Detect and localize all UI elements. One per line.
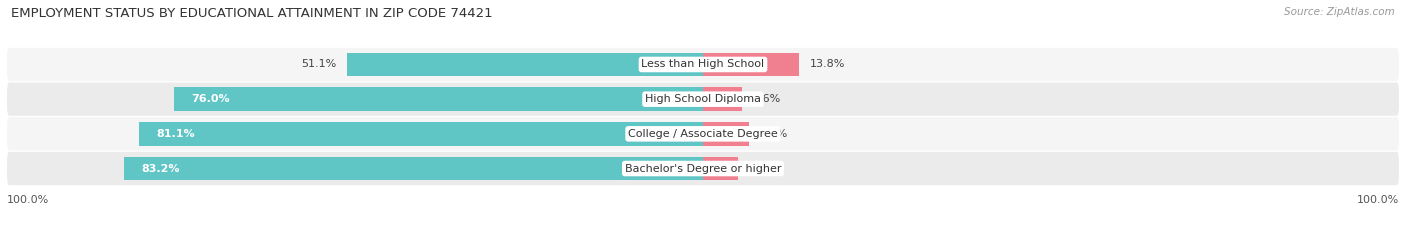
- Bar: [139, 122, 703, 146]
- Text: High School Diploma: High School Diploma: [645, 94, 761, 104]
- Bar: [124, 157, 703, 180]
- Text: 100.0%: 100.0%: [7, 195, 49, 205]
- FancyBboxPatch shape: [7, 117, 1399, 151]
- Bar: [347, 53, 703, 76]
- FancyBboxPatch shape: [7, 82, 1399, 116]
- Text: Bachelor's Degree or higher: Bachelor's Degree or higher: [624, 164, 782, 174]
- FancyBboxPatch shape: [7, 152, 1399, 185]
- Text: 5.1%: 5.1%: [749, 164, 778, 174]
- Text: 83.2%: 83.2%: [142, 164, 180, 174]
- Bar: [174, 87, 703, 111]
- Text: 76.0%: 76.0%: [191, 94, 231, 104]
- Text: College / Associate Degree: College / Associate Degree: [628, 129, 778, 139]
- Bar: [703, 157, 738, 180]
- Bar: [703, 53, 799, 76]
- Bar: [703, 122, 749, 146]
- Text: 81.1%: 81.1%: [156, 129, 194, 139]
- Text: EMPLOYMENT STATUS BY EDUCATIONAL ATTAINMENT IN ZIP CODE 74421: EMPLOYMENT STATUS BY EDUCATIONAL ATTAINM…: [11, 7, 494, 20]
- Text: 5.6%: 5.6%: [752, 94, 780, 104]
- Text: Less than High School: Less than High School: [641, 59, 765, 69]
- Text: 6.6%: 6.6%: [759, 129, 787, 139]
- FancyBboxPatch shape: [7, 48, 1399, 81]
- Bar: [703, 87, 742, 111]
- Text: Source: ZipAtlas.com: Source: ZipAtlas.com: [1284, 7, 1395, 17]
- Text: 51.1%: 51.1%: [302, 59, 337, 69]
- Text: 100.0%: 100.0%: [1357, 195, 1399, 205]
- Text: 13.8%: 13.8%: [810, 59, 845, 69]
